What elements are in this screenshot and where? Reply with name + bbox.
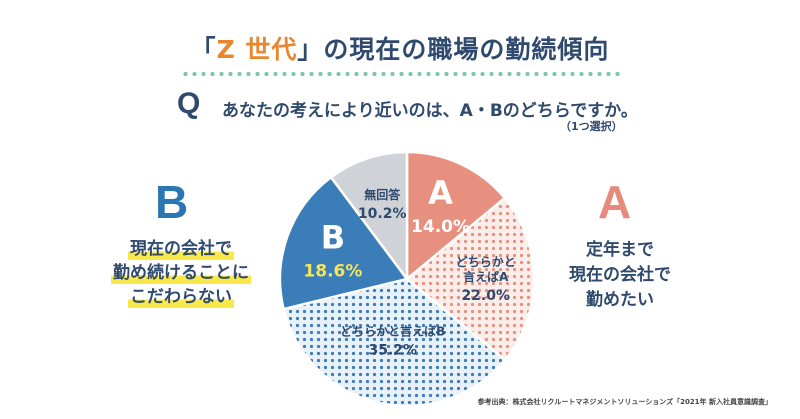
left-line-2: 勤め続けることに: [111, 262, 251, 284]
slice-label-2-0: どちらかと言えばB: [340, 323, 445, 338]
pie-slice-3: [278, 175, 410, 311]
right-description: 定年まで 現在の会社で 勤めたい: [555, 238, 685, 313]
slice-value-3: 18.6%: [303, 261, 362, 281]
pie-slice-2: [282, 277, 507, 408]
slice-value-4: 10.2%: [358, 206, 407, 222]
dotted-divider: [181, 71, 621, 77]
title-highlight: Z 世代: [216, 35, 298, 64]
slice-value-0: 14.0%: [411, 217, 470, 237]
page-title: 「Z 世代」の現在の職場の勤続傾向: [0, 30, 800, 66]
title-quote-open: 「: [190, 35, 217, 64]
slice-label-4-0: 無回答: [364, 187, 401, 202]
right-letter: A: [598, 176, 632, 228]
left-description: 現在の会社で 勤め続けることに こだわらない: [106, 238, 256, 310]
slice-value-2: 35.2%: [368, 342, 417, 358]
question-note: （1つ選択）: [560, 120, 623, 133]
pie-slice-1: [405, 196, 536, 362]
question-text: あなたの考えにより近いのは、A・Bのどちらですか。: [222, 101, 638, 121]
slice-letter-3: B: [321, 218, 345, 256]
slice-value-1: 22.0%: [461, 288, 510, 304]
title-quote-close: 」: [297, 35, 324, 64]
right-line-2: 現在の会社で: [569, 265, 671, 285]
pie-slice-4: [329, 150, 409, 283]
right-line-3: 勤めたい: [586, 290, 654, 310]
left-letter: B: [155, 176, 189, 228]
slice-label-1-0: どちらかと: [456, 255, 516, 269]
slice-label-1-1: 言えばA: [463, 269, 509, 284]
pie-slice-0: [405, 150, 507, 282]
right-line-1: 定年まで: [586, 240, 654, 260]
question-mark: Q: [177, 87, 201, 120]
source-note: 参考出典：株式会社リクルートマネジメントソリューションズ「2021年 新入社員意…: [477, 398, 772, 406]
title-rest: の現在の職場の勤続傾向: [323, 35, 610, 64]
left-line-3: こだわらない: [128, 286, 234, 308]
slice-letter-0: A: [428, 174, 453, 212]
left-line-1: 現在の会社で: [128, 238, 234, 260]
